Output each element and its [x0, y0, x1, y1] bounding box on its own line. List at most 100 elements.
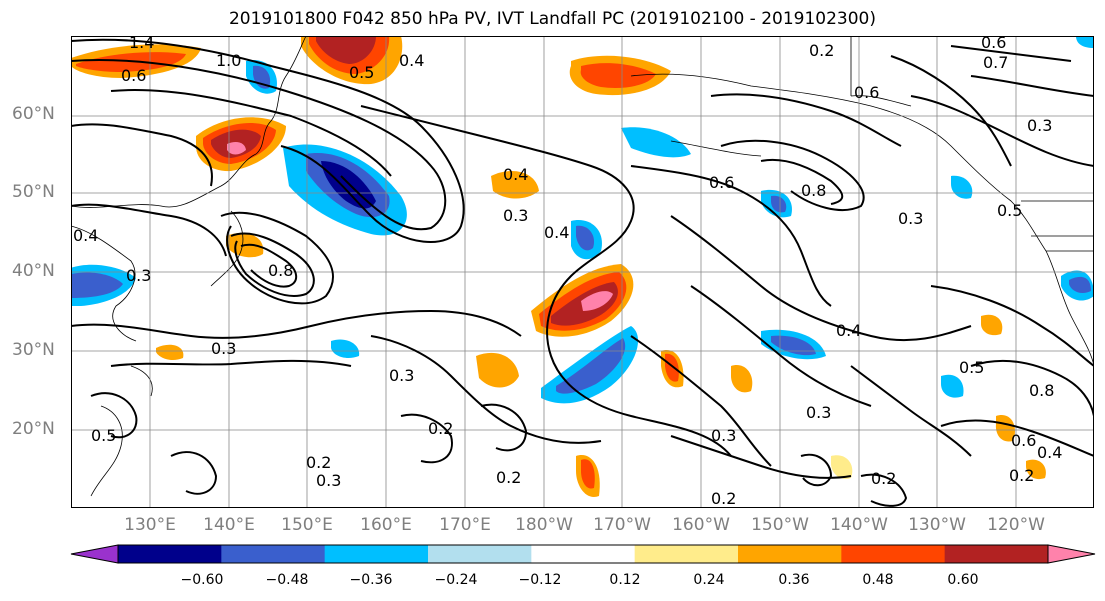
anomaly-blue	[556, 338, 626, 394]
lat-label: 30°N	[12, 340, 55, 360]
contour-label: 0.3	[316, 471, 341, 490]
colorbar-segment	[324, 545, 429, 563]
anomaly-blue	[771, 335, 816, 356]
colorbar-tick: −0.12	[518, 572, 562, 588]
anomaly-warm	[731, 365, 753, 393]
anomaly-blue	[941, 374, 964, 398]
colorbar-segment	[118, 545, 222, 563]
contour-label: 0.4	[836, 321, 861, 340]
map-title: 2019101800 F042 850 hPa PV, IVT Landfall…	[228, 9, 876, 29]
lat-label: 20°N	[12, 419, 55, 439]
contour-label: 0.6	[1011, 431, 1036, 450]
colorbar-segment	[841, 545, 946, 563]
lat-label: 40°N	[12, 261, 55, 281]
lon-label: 150°W	[751, 515, 809, 535]
contour-label: 0.2	[711, 489, 736, 508]
anomaly-warm	[491, 171, 539, 199]
colorbar-tick: 0.36	[778, 572, 810, 588]
anomaly-blue	[1076, 36, 1094, 48]
contour-label: 0.5	[349, 63, 374, 82]
colorbar-tick: −0.36	[349, 572, 393, 588]
colorbar	[70, 544, 1096, 564]
colorbar-tick: −0.24	[434, 572, 478, 588]
lon-label: 160°E	[360, 515, 412, 535]
lat-label: 60°N	[12, 104, 55, 124]
lon-label: 140°W	[830, 515, 888, 535]
contour-label: 0.6	[709, 173, 734, 192]
anomaly-warm	[995, 415, 1016, 442]
contour-label: 0.3	[389, 366, 414, 385]
contour-label: 0.2	[428, 419, 453, 438]
colorbar-extend-high	[1047, 544, 1096, 564]
coastlines	[71, 36, 1094, 497]
lon-label: 150°E	[281, 515, 333, 535]
colorbar-tick: 0.60	[947, 572, 979, 588]
ivt-contours	[71, 38, 1094, 507]
colorbar-tick: −0.48	[265, 572, 309, 588]
anomaly-blue	[951, 175, 973, 199]
contour-label: 0.4	[399, 51, 424, 70]
colorbar-tick: −0.60	[180, 572, 224, 588]
colorbar-segment	[221, 545, 326, 563]
contour-label: 0.3	[126, 266, 151, 285]
contour-label: 0.5	[91, 426, 116, 445]
colorbar-extend-low	[70, 544, 119, 564]
anomaly-warm	[156, 344, 184, 361]
contour-label: 0.6	[854, 83, 879, 102]
contour-label: 0.5	[997, 201, 1022, 220]
anomaly-blue	[71, 272, 123, 298]
anomaly-warm	[476, 352, 519, 388]
contour-label: 0.2	[496, 468, 521, 487]
contour-labels: 1.4 1.0 0.5 0.4 0.6 0.2 0.6 0.7 0.6 0.3 …	[73, 36, 1062, 508]
anomaly-blue	[1069, 276, 1091, 294]
lon-label: 140°E	[203, 515, 255, 535]
colorbar-tick: 0.24	[693, 572, 725, 588]
map-panel: 1.4 1.0 0.5 0.4 0.6 0.2 0.6 0.7 0.6 0.3 …	[71, 36, 1094, 508]
anomaly-warm	[316, 36, 376, 64]
contour-label: 0.3	[1027, 116, 1052, 135]
colorbar-segment	[428, 545, 532, 563]
contour-label: 1.4	[129, 36, 154, 52]
anomaly-warm	[581, 291, 613, 311]
contour-label: 0.8	[1029, 381, 1054, 400]
contour-label: 0.3	[711, 426, 736, 445]
contour-label: 1.0	[216, 51, 241, 70]
lon-label: 180°W	[515, 515, 573, 535]
graticule	[71, 36, 1094, 508]
lon-label: 120°W	[987, 515, 1045, 535]
colorbar-segment	[531, 545, 636, 563]
anomaly-blue	[771, 195, 787, 213]
lon-label: 170°E	[439, 515, 491, 535]
anomaly-warm	[580, 63, 656, 88]
contour-label: 0.5	[959, 358, 984, 377]
contour-label: 0.4	[544, 223, 569, 242]
contour-label: 0.4	[73, 226, 98, 245]
contour-label: 0.2	[809, 41, 834, 60]
contour-label: 0.2	[306, 453, 331, 472]
lat-label: 50°N	[12, 182, 55, 202]
anomaly-blue	[576, 225, 595, 251]
contour-label: 0.4	[503, 165, 528, 184]
contour-label: 0.6	[121, 66, 146, 85]
contour-label: 0.3	[503, 206, 528, 225]
lon-label: 130°W	[908, 515, 966, 535]
map-frame	[71, 36, 1094, 508]
contour-label: 0.7	[983, 53, 1008, 72]
colorbar-tick: 0.12	[609, 572, 641, 588]
contour-label: 0.3	[806, 403, 831, 422]
anomaly-warm	[581, 459, 595, 489]
contour-label: 0.4	[1037, 443, 1062, 462]
colorbar-segment	[634, 545, 739, 563]
contour-label: 0.8	[268, 261, 293, 280]
anomaly-warm	[831, 455, 853, 479]
colorbar-frame	[117, 544, 1049, 564]
anomaly-blue	[331, 339, 360, 359]
anomaly-warm	[1026, 459, 1046, 480]
anomaly-warm	[227, 142, 246, 155]
anomaly-warm	[981, 314, 1003, 336]
colorbar-segments	[70, 544, 1096, 564]
lon-label: 160°W	[672, 515, 730, 535]
contour-label: 0.6	[981, 36, 1006, 52]
contour-label: 0.2	[871, 469, 896, 488]
anomaly-blue	[621, 127, 691, 158]
